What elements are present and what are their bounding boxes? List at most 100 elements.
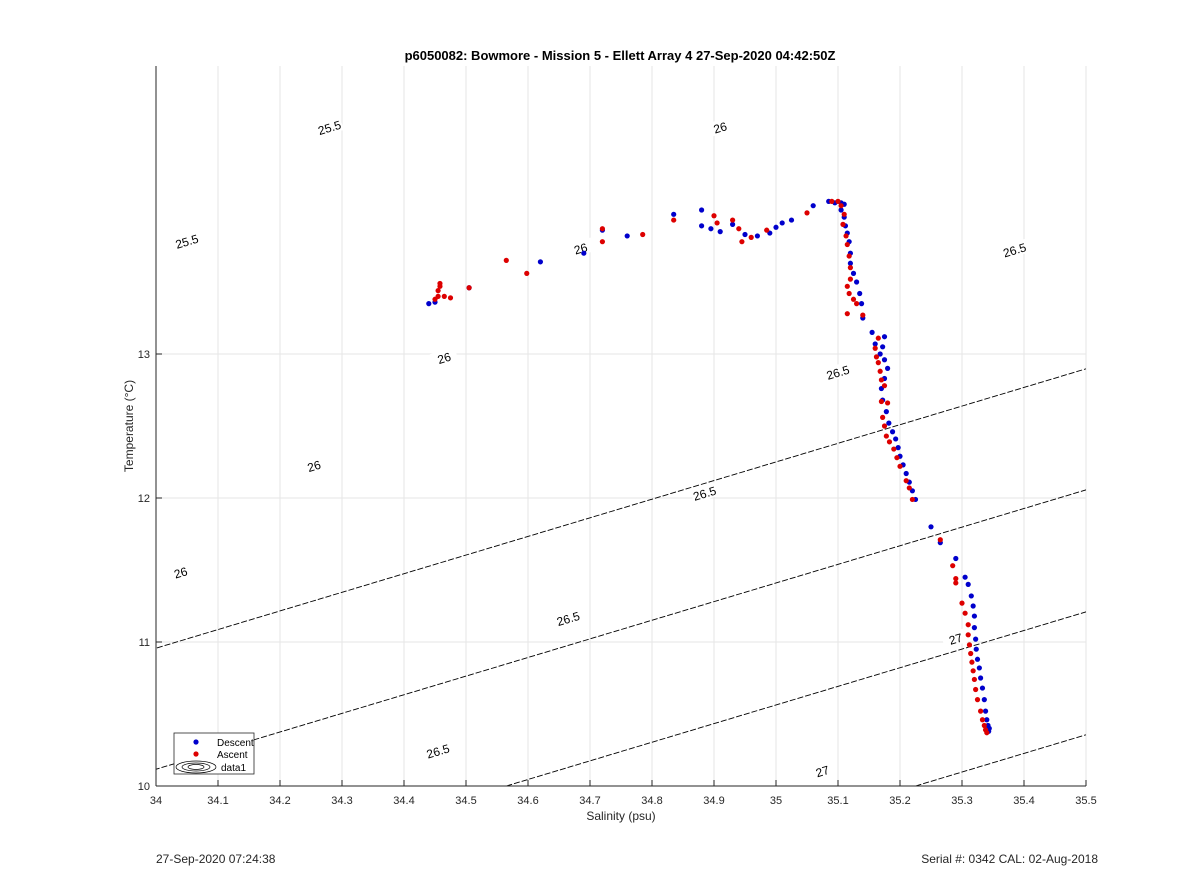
descent-point — [847, 260, 854, 266]
ascent-point — [764, 227, 770, 233]
contour-label-bg — [689, 482, 719, 504]
descent-point — [773, 224, 779, 230]
ascent-point — [714, 220, 720, 226]
x-tick-label: 34.8 — [641, 795, 662, 807]
y-tick-label: 10 — [138, 781, 150, 793]
descent-point — [872, 341, 878, 347]
contour-label: 27 — [814, 763, 831, 780]
descent-point — [962, 574, 968, 580]
legend-box — [173, 732, 255, 775]
descent-point — [970, 603, 976, 609]
ascent-point — [873, 354, 880, 360]
ascent-point — [739, 239, 745, 245]
contour-label: 26.5 — [425, 741, 452, 761]
descent-point — [881, 334, 888, 340]
descent-point — [699, 207, 705, 213]
ascent-point — [840, 221, 846, 227]
descent-point — [982, 708, 989, 714]
ascent-point — [966, 642, 973, 648]
contour-label: 26 — [436, 350, 453, 367]
descent-point — [699, 223, 705, 229]
ascent-point — [953, 576, 959, 582]
descent-point — [928, 524, 934, 530]
ascent-point — [854, 301, 860, 307]
ascent-point — [841, 211, 847, 217]
ascent-point — [736, 226, 742, 232]
descent-point — [788, 217, 795, 223]
descent-point — [953, 555, 959, 562]
ascent-point — [959, 600, 965, 606]
ascent-point — [435, 288, 441, 294]
x-tick-label: 35.4 — [1013, 795, 1034, 807]
chart-title: p6050082: Bowmore - Mission 5 - Ellett A… — [405, 48, 836, 63]
contour-label-bg — [565, 237, 595, 259]
ascent-point — [878, 377, 885, 383]
contour-label: 25.5 — [316, 118, 343, 138]
data1-legend-marker — [181, 762, 211, 772]
x-tick-label: 35 — [770, 795, 782, 807]
contour-label-bg — [299, 454, 329, 476]
descent-point — [893, 436, 899, 442]
density-contour-labels: 25.525.5262626262626.526.526.526.526.527… — [166, 116, 1029, 782]
descent-point — [965, 581, 971, 588]
contour-label: 26 — [712, 119, 729, 136]
x-tick-label: 35.1 — [827, 795, 848, 807]
ascent-point — [971, 676, 978, 683]
y-tick-label: 11 — [139, 637, 150, 649]
descent-point — [883, 409, 889, 415]
descent-point — [973, 636, 979, 642]
descent-point — [978, 675, 984, 681]
ascent-point — [937, 537, 943, 543]
descent-point — [581, 250, 587, 256]
x-tick-label: 34.3 — [331, 795, 352, 807]
isopycnal-line — [156, 489, 1086, 770]
ascent-point — [877, 368, 883, 374]
descent-point — [742, 231, 748, 238]
ascent-point — [599, 226, 606, 232]
ascent-point — [885, 400, 891, 406]
ascent-point — [883, 433, 889, 439]
ascent-point — [968, 650, 974, 657]
plot-area — [156, 66, 1086, 786]
descent-point — [730, 221, 736, 227]
contour-label-bg — [999, 238, 1029, 260]
ascent-point — [711, 213, 717, 219]
descent-point — [885, 365, 891, 371]
ascent-point — [974, 697, 981, 703]
x-tick-label: 34.4 — [393, 795, 414, 807]
ascent-point — [886, 439, 893, 445]
contour-label-bg — [429, 346, 459, 368]
descent-point — [895, 445, 901, 451]
descent-point — [889, 429, 896, 435]
descent-point — [877, 351, 883, 357]
descent-point — [971, 625, 978, 631]
x-tick-label: 35.2 — [889, 795, 910, 807]
descent-point — [671, 211, 677, 217]
ascent-point — [981, 722, 987, 729]
data-points — [426, 198, 992, 736]
ascent-point — [599, 239, 606, 245]
isopycnal-line — [156, 368, 1086, 649]
data1-legend-marker — [187, 764, 205, 770]
footer-timestamp: 27-Sep-2020 07:24:38 — [156, 852, 276, 866]
contour-label-bg — [705, 116, 735, 138]
descent-point — [886, 420, 892, 426]
contour-label: 26.5 — [555, 609, 582, 629]
ascent-point — [847, 265, 854, 271]
x-tick-label: 34.7 — [579, 795, 600, 807]
contour-label: 25.5 — [174, 232, 201, 252]
descent-point — [850, 270, 857, 276]
ascent-point — [844, 283, 850, 289]
ascent-point — [953, 580, 959, 586]
x-tick-label: 34.1 — [207, 795, 228, 807]
x-tick-label: 34.9 — [703, 795, 724, 807]
y-tick-label: 12 — [138, 493, 150, 505]
data1-legend-label: data1 — [221, 763, 246, 774]
ascent-point — [466, 285, 472, 291]
ascent-legend-marker — [193, 751, 199, 757]
descent-point — [426, 301, 432, 307]
ascent-point — [906, 485, 912, 491]
descent-point — [979, 685, 986, 691]
ascent-point — [846, 253, 852, 259]
